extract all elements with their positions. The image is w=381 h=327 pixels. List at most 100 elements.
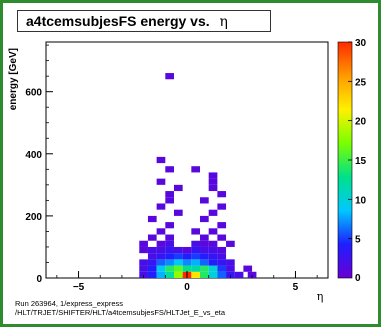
- heatmap-bin: [217, 253, 227, 260]
- heatmap-bin: [173, 184, 183, 192]
- footer-run-info: Run 263964, 1/express_express: [15, 299, 123, 308]
- heatmap-bin: [200, 259, 209, 266]
- heatmap-bin: [226, 240, 235, 247]
- z-tick-label: 30: [355, 38, 367, 49]
- y-origin-label: 0: [36, 274, 42, 285]
- histogram-title: a4tcemsubjesFS energy vs. η: [17, 10, 271, 32]
- heatmap-bin: [200, 271, 209, 278]
- z-tick-label: 5: [355, 235, 361, 246]
- heatmap-bin: [200, 197, 209, 204]
- heatmap-bin: [156, 246, 166, 254]
- heatmap-bin: [156, 203, 166, 210]
- heatmap-bin: [165, 234, 174, 241]
- heatmap-bin: [217, 234, 227, 241]
- heatmap-bin: [217, 203, 227, 210]
- heatmap-bin: [191, 265, 201, 272]
- heatmap-bin: [165, 240, 174, 247]
- heatmap-bin: [217, 246, 227, 254]
- title-symbol: η: [219, 14, 228, 30]
- plot-area: [45, 41, 329, 279]
- heatmap-bin: [147, 234, 157, 241]
- heatmap-bin: [191, 228, 201, 235]
- heatmap-bin: [165, 191, 174, 198]
- heatmap-bin: [165, 271, 174, 278]
- heatmap-bin: [156, 156, 166, 164]
- heatmap-bin: [147, 271, 157, 278]
- heatmap-bin: [182, 259, 192, 266]
- heatmap-bin: [156, 265, 166, 272]
- heatmap-bin: [208, 253, 218, 260]
- heatmap-bin: [247, 271, 257, 278]
- z-tick-label: 10: [355, 195, 367, 206]
- heatmap-bin: [147, 259, 157, 266]
- heatmap-bin: [208, 209, 218, 216]
- heatmap-bin: [191, 166, 201, 173]
- heatmap-bin: [156, 253, 166, 260]
- heatmap-bin: [200, 215, 209, 223]
- heatmap-bin: [191, 240, 201, 247]
- heatmap-bin: [208, 271, 218, 278]
- heatmap-bin: [173, 271, 183, 278]
- heatmap-bin: [165, 259, 174, 266]
- color-scale-ticks: 0 5 10 15 20 25 30: [348, 38, 367, 284]
- z-tick-label: 20: [355, 117, 367, 128]
- heatmap-bin: [200, 240, 209, 247]
- heatmap-bin: [217, 265, 227, 272]
- heatmap-bin: [191, 271, 201, 278]
- y-tick-label: 600: [25, 88, 42, 99]
- heatmap-bin: [165, 73, 174, 80]
- heatmap-bin: [139, 246, 148, 254]
- heatmap-bin: [139, 271, 148, 278]
- heatmap-bin: [208, 246, 218, 254]
- heatmap-bin: [217, 191, 227, 198]
- axes-layer: −5 0 5 η 0 200 400 600 energy [GeV]: [8, 44, 324, 303]
- heatmap-bin: [156, 240, 166, 247]
- heatmap-bin: [173, 259, 183, 266]
- z-origin-label: 0: [355, 273, 361, 284]
- heatmap-bin: [226, 271, 235, 278]
- heatmap-bin: [165, 253, 174, 260]
- heatmap-bin: [165, 197, 174, 204]
- heatmap-bin: [226, 265, 235, 272]
- y-axis-label: energy [GeV]: [8, 48, 19, 110]
- heatmap-bin: [200, 253, 209, 260]
- heatmap-bin: [191, 253, 201, 260]
- heatmap-bin: [217, 222, 227, 229]
- heatmap-bin: [147, 265, 157, 272]
- heatmap-bin: [182, 265, 192, 272]
- y-tick-label: 200: [25, 212, 42, 223]
- heatmap-bin: [147, 215, 157, 223]
- heatmap-bin: [200, 246, 209, 254]
- heatmap-bin: [156, 259, 166, 266]
- footer-path: /HLT/TRJET/SHIFTER/HLT/a4tcemsubjesFS/HL…: [15, 308, 226, 317]
- heatmap-bin: [139, 259, 148, 266]
- heatmap-bin: [191, 246, 201, 254]
- heatmap-bin: [208, 228, 218, 235]
- x-axis-label: η: [317, 290, 324, 303]
- heatmap-bin: [208, 240, 218, 247]
- heatmap-bin: [234, 271, 244, 278]
- heatmap-bin: [173, 246, 183, 254]
- heatmap-bin: [139, 240, 148, 247]
- x-tick-label: 0: [184, 282, 190, 293]
- heatmap-bin: [208, 184, 218, 192]
- heatmap-bin: [208, 259, 218, 266]
- heatmap-bin: [165, 265, 174, 272]
- heatmap-bin: [165, 222, 174, 229]
- title-text: a4tcemsubjesFS energy vs.: [26, 13, 210, 29]
- heatmap-bin: [217, 259, 227, 266]
- heatmap-bin: [182, 246, 192, 254]
- z-tick-label: 15: [355, 156, 367, 167]
- heatmap-bin: [200, 265, 209, 272]
- heatmap-bin: [226, 259, 235, 266]
- heatmap-bin: [217, 271, 227, 278]
- y-tick-label: 400: [25, 150, 42, 161]
- heatmap-bin: [243, 265, 253, 272]
- heatmap-bin: [208, 178, 218, 185]
- heatmap-bin: [147, 253, 157, 260]
- heatmap-bin: [191, 259, 201, 266]
- heatmap-bin: [165, 166, 174, 173]
- chart: −5 0 5 η 0 200 400 600 energy [GeV] 0 5 10 15 20 25 30: [8, 38, 367, 303]
- heatmap-bin: [182, 253, 192, 260]
